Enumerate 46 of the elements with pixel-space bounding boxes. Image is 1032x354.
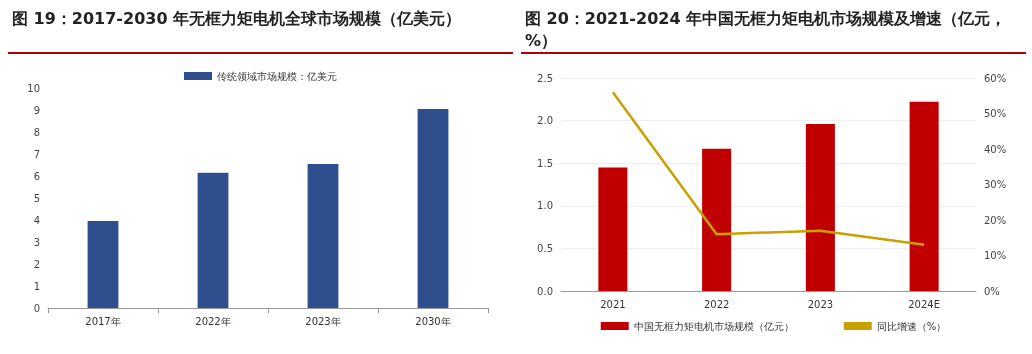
chart-title: 图 20：2021-2024 年中国无框力矩电机市场规模及增速（亿元，%） <box>521 8 1026 54</box>
y-tick-label: 3 <box>33 236 40 248</box>
y2-tick-label: 20% <box>984 214 1007 226</box>
y-tick-label: 2.0 <box>537 115 553 127</box>
y-tick-label: 8 <box>33 126 40 138</box>
y-tick-label: 1.5 <box>537 157 553 169</box>
y2-tick-label: 10% <box>984 250 1007 261</box>
y2-tick-label: 50% <box>984 108 1007 119</box>
line-series <box>611 90 926 247</box>
y2-tick-label: 0% <box>984 285 1000 297</box>
y-tick-label: 0.5 <box>537 242 553 254</box>
bar <box>805 124 835 291</box>
x-tick-label: 2022年 <box>195 315 231 327</box>
bar <box>417 108 449 308</box>
y-tick-label: 2.5 <box>537 72 553 84</box>
y-tick-label: 5 <box>33 192 40 204</box>
x-tick-label: 2023 <box>807 298 834 310</box>
y-tick-label: 0 <box>33 302 40 314</box>
y-tick-label: 2 <box>33 258 40 270</box>
legend-label: 传统领域市场规模：亿美元 <box>217 70 337 82</box>
bar <box>307 163 339 308</box>
bar <box>197 172 229 308</box>
legend-label: 同比增速（%） <box>876 320 947 332</box>
x-tick-label: 2023年 <box>305 315 341 327</box>
legend-label: 中国无框力矩电机市场规模（亿元） <box>633 320 794 332</box>
y-tick-label: 7 <box>33 148 40 160</box>
x-tick-label: 2022 <box>703 298 730 310</box>
chart-title: 图 19：2017-2030 年无框力矩电机全球市场规模（亿美元） <box>8 8 513 54</box>
y-tick-label: 0.0 <box>537 285 553 297</box>
y-tick-label: 6 <box>33 170 40 182</box>
x-tick-label: 2017年 <box>85 315 121 327</box>
bar <box>909 101 939 291</box>
bar <box>702 148 732 291</box>
x-tick-label: 2030年 <box>415 315 451 327</box>
y-tick-label: 10 <box>27 82 40 94</box>
y-tick-label: 1 <box>33 280 40 292</box>
y2-tick-label: 30% <box>984 179 1007 190</box>
bar <box>598 167 628 291</box>
x-tick-label: 2021 <box>600 298 626 310</box>
bar <box>87 221 119 308</box>
y-tick-label: 1.0 <box>537 200 553 212</box>
y2-tick-label: 40% <box>984 143 1007 155</box>
y-tick-label: 4 <box>33 214 40 226</box>
y-tick-label: 9 <box>33 104 40 116</box>
x-tick-label: 2024E <box>908 298 941 310</box>
y2-tick-label: 60% <box>984 72 1007 84</box>
